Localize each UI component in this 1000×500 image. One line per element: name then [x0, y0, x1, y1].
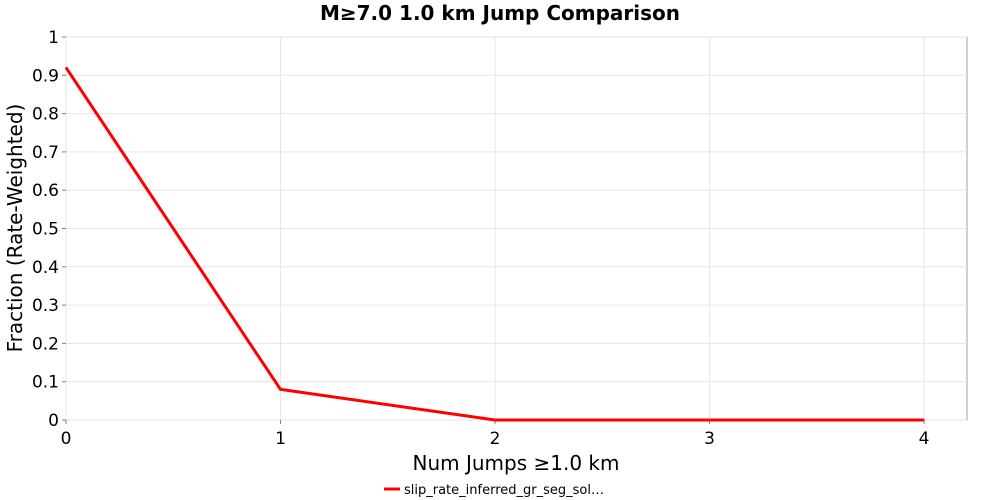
- series-0-point-1: [280, 388, 282, 390]
- y-tick-label-3: 0.3: [32, 296, 59, 316]
- series-0-point-2: [494, 419, 496, 421]
- y-tick-label-0: 0: [48, 411, 59, 431]
- y-tick-label-6: 0.6: [32, 181, 59, 201]
- y-tick-label-7: 0.7: [32, 143, 59, 163]
- x-tick-labels: 0 1 2 3 4: [61, 420, 930, 449]
- x-tick-label-0: 0: [61, 429, 72, 449]
- y-tick-label-1: 0.1: [32, 373, 59, 393]
- y-tick-label-2: 0.2: [32, 334, 59, 354]
- series-0-point-4: [923, 419, 925, 421]
- legend-label-0: slip_rate_inferred_gr_seg_sol…: [404, 483, 604, 498]
- x-tick-label-3: 3: [704, 429, 715, 449]
- x-tick-label-2: 2: [490, 429, 501, 449]
- chart-title: M≥7.0 1.0 km Jump Comparison: [320, 1, 680, 25]
- series-0-point-3: [709, 419, 711, 421]
- y-tick-label-9: 0.9: [32, 66, 59, 86]
- series-lines: [64, 66, 925, 422]
- y-tick-label-8: 0.8: [32, 105, 59, 125]
- y-tick-label-10: 1: [48, 28, 59, 48]
- legend: slip_rate_inferred_gr_seg_sol…: [384, 483, 604, 498]
- x-tick-label-4: 4: [919, 429, 930, 449]
- y-tick-labels: 0 0.1 0.2 0.3 0.4 0.5 0.6 0.7 0.8 0.9 1: [32, 28, 66, 431]
- x-tick-label-1: 1: [275, 429, 286, 449]
- x-axis-label: Num Jumps ≥1.0 km: [413, 451, 620, 475]
- y-axis-label: Fraction (Rate-Weighted): [3, 104, 27, 353]
- y-tick-label-5: 0.5: [32, 220, 59, 240]
- y-tick-label-4: 0.4: [32, 258, 59, 278]
- series-0-point-0: [65, 67, 67, 69]
